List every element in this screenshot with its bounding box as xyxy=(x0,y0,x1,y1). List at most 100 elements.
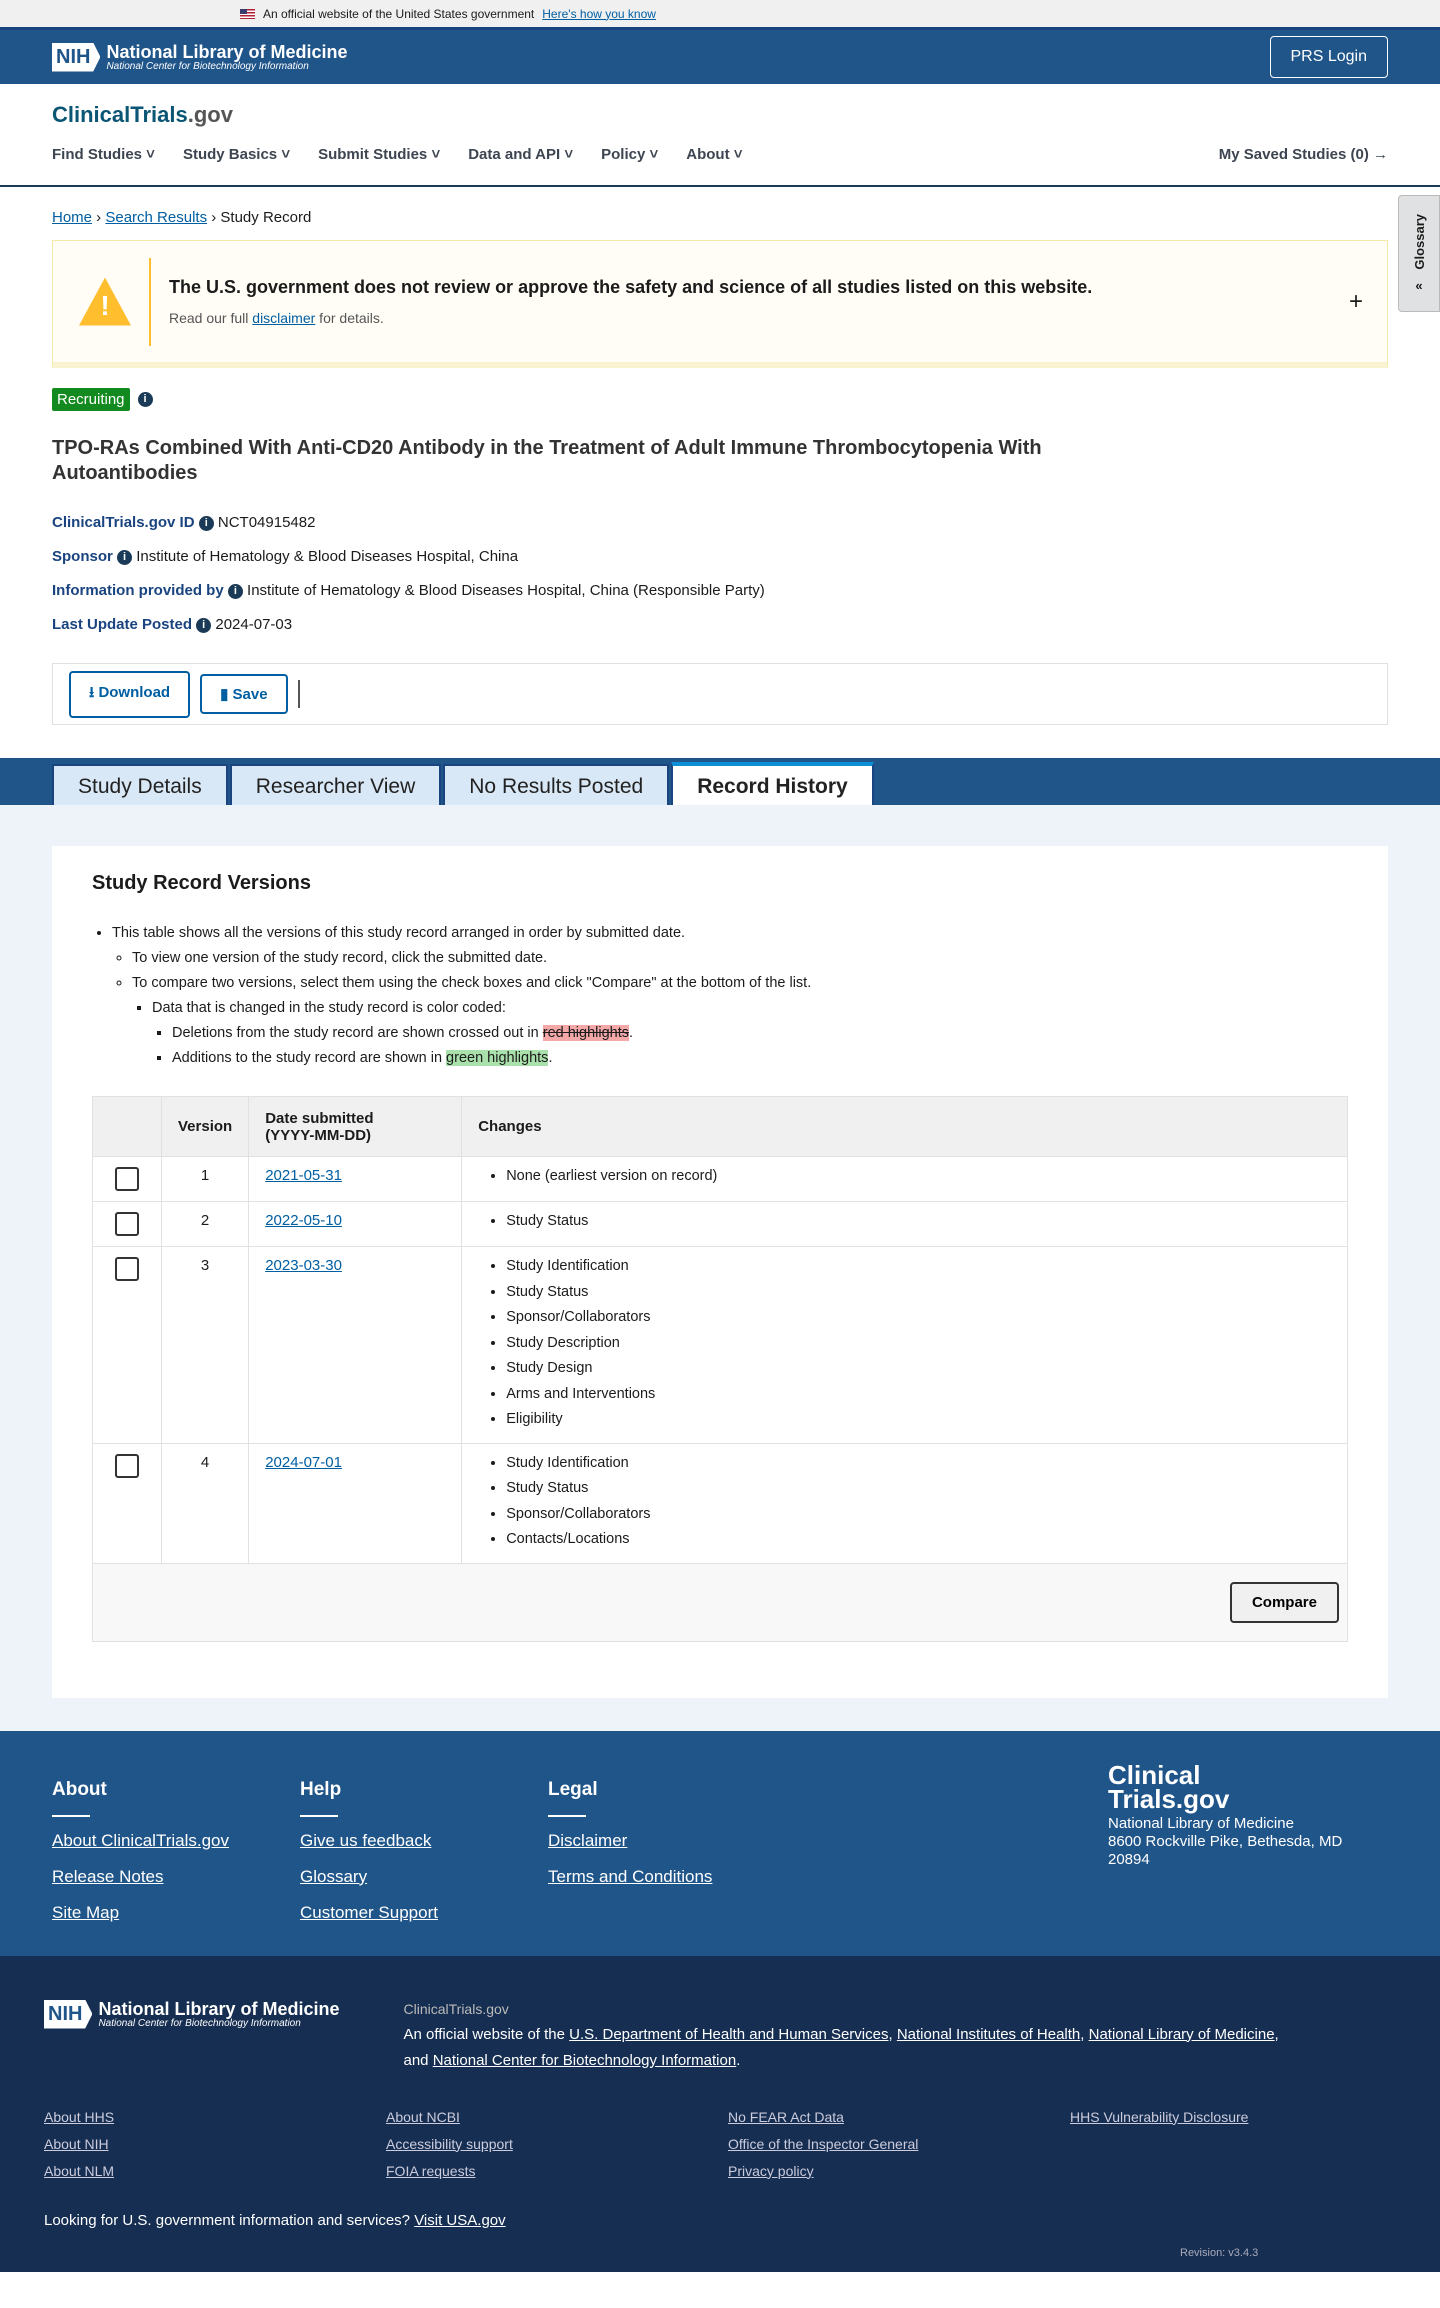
version-date-link[interactable]: 2021-05-31 xyxy=(265,1167,342,1184)
footer-link[interactable]: Site Map xyxy=(52,1902,120,1922)
col-changes: Changes xyxy=(461,1096,1348,1157)
info-icon[interactable]: i xyxy=(198,515,214,531)
disclaimer-link[interactable]: disclaimer xyxy=(252,310,316,326)
change-item: Arms and Interventions xyxy=(506,1382,1331,1408)
footer-link[interactable]: Disclaimer xyxy=(548,1830,628,1850)
glossary-label: Glossary xyxy=(1411,214,1427,270)
download-button[interactable]: ⭳ Download xyxy=(69,670,191,718)
footer-gov-link[interactable]: No FEAR Act Data xyxy=(728,2108,844,2125)
expand-plus-icon[interactable]: + xyxy=(1348,287,1363,315)
version-date-link[interactable]: 2024-07-01 xyxy=(265,1453,342,1471)
save-button[interactable]: ▮ Save xyxy=(200,674,288,714)
tab-record-history[interactable]: Record History xyxy=(671,762,874,805)
version-checkbox[interactable] xyxy=(115,1212,139,1236)
version-date-link[interactable]: 2023-03-30 xyxy=(265,1257,342,1274)
version-checkbox[interactable] xyxy=(115,1167,139,1191)
tab-researcher-view[interactable]: Researcher View xyxy=(229,764,442,805)
footer-gov-link[interactable]: Privacy policy xyxy=(728,2162,814,2179)
version-number: 2 xyxy=(160,1201,250,1247)
gov-banner: An official website of the United States… xyxy=(0,0,1440,27)
footer-link[interactable]: Terms and Conditions xyxy=(548,1866,713,1886)
action-bar: ⭳ Download ▮ Save xyxy=(52,663,1388,725)
info-icon[interactable]: i xyxy=(137,392,153,407)
site-brand[interactable]: ClinicalTrials.gov xyxy=(52,102,1388,128)
nih-link[interactable]: National Institutes of Health xyxy=(896,2025,1081,2043)
change-item: Sponsor/Collaborators xyxy=(506,1305,1331,1331)
change-item: Study Identification xyxy=(506,1254,1331,1280)
nlm-header: NIH National Library of Medicine National… xyxy=(0,27,1440,84)
footer-gov-link[interactable]: Office of the Inspector General xyxy=(728,2135,919,2152)
us-flag-icon xyxy=(240,8,255,19)
brand-b: .gov xyxy=(187,102,233,127)
version-number: 3 xyxy=(160,1246,250,1444)
version-checkbox[interactable] xyxy=(115,1257,139,1281)
table-row: 3 2023-03-30 Study IdentificationStudy Sta… xyxy=(92,1246,1348,1444)
nih-logo-icon: NIH xyxy=(52,42,101,72)
nav-about[interactable]: About ˅ xyxy=(686,146,743,163)
change-item: Study Design xyxy=(506,1356,1331,1382)
change-item: Contacts/Locations xyxy=(506,1527,1331,1553)
footer-link[interactable]: Release Notes xyxy=(52,1866,164,1886)
green-highlight-sample: green highlights xyxy=(446,1050,549,1066)
nlm-logo[interactable]: NIH National Library of Medicine National… xyxy=(52,41,348,72)
nav-data-api[interactable]: Data and API ˅ xyxy=(468,146,574,163)
footer-link[interactable]: Glossary xyxy=(300,1866,368,1886)
hhs-link[interactable]: U.S. Department of Health and Human Serv… xyxy=(569,2025,889,2043)
version-date-link[interactable]: 2022-05-10 xyxy=(265,1212,342,1229)
breadcrumb-search-results[interactable]: Search Results xyxy=(105,209,208,226)
footer-link[interactable]: Customer Support xyxy=(300,1902,438,1922)
download-icon: ⭳ xyxy=(89,683,95,701)
info-icon[interactable]: i xyxy=(196,617,212,633)
prs-login-button[interactable]: PRS Login xyxy=(1269,36,1388,78)
last-update: 2024-07-03 xyxy=(215,616,293,633)
version-number: 4 xyxy=(160,1442,250,1564)
col-version: Version xyxy=(160,1096,250,1157)
nlm-link[interactable]: National Library of Medicine xyxy=(1088,2025,1275,2043)
section-title: Study Record Versions xyxy=(92,872,311,894)
footer-gov-link[interactable]: About NCBI xyxy=(386,2108,460,2125)
nct-id: NCT04915482 xyxy=(217,514,316,531)
info-icon[interactable]: i xyxy=(117,549,133,565)
footer-gov-link[interactable]: About NIH xyxy=(44,2135,109,2152)
ncbi-link[interactable]: National Center for Biotechnology Inform… xyxy=(432,2051,737,2069)
version-number: 1 xyxy=(160,1156,250,1202)
my-saved-studies-link[interactable]: My Saved Studies (0) → xyxy=(1218,146,1388,163)
versions-table: Version Date submitted (YYYY-MM-DD) Chang… xyxy=(92,1096,1348,1642)
footer-gov-link[interactable]: HHS Vulnerability Disclosure xyxy=(1070,2108,1249,2125)
nav-submit-studies[interactable]: Submit Studies ˅ xyxy=(318,146,441,163)
nav-study-basics[interactable]: Study Basics ˅ xyxy=(182,146,291,163)
info-icon[interactable]: i xyxy=(227,583,243,599)
breadcrumb-home[interactable]: Home xyxy=(52,209,93,226)
change-item: Study Status xyxy=(506,1476,1331,1502)
compare-button[interactable]: Compare xyxy=(1229,1581,1339,1623)
table-row: 1 2021-05-31 None (earliest version on rec… xyxy=(92,1156,1348,1202)
version-checkbox[interactable] xyxy=(115,1453,139,1478)
sponsor: Institute of Hematology & Blood Diseases… xyxy=(136,548,519,565)
footer-gov-link[interactable]: About HHS xyxy=(44,2108,115,2125)
footer-gov-link[interactable]: Accessibility support xyxy=(386,2135,513,2152)
glossary-tab[interactable]: Glossary « xyxy=(1398,195,1440,312)
footer-gov-link[interactable]: FOIA requests xyxy=(386,2162,476,2179)
footer-link[interactable]: About ClinicalTrials.gov xyxy=(52,1830,229,1850)
instructions: This table shows all the versions of thi… xyxy=(92,921,1348,1071)
tab-bar: Study Details Researcher View No Results… xyxy=(0,758,1440,805)
footer-gov-link[interactable]: About NLM xyxy=(44,2162,115,2179)
revision: Revision: v3.4.3 xyxy=(1180,2246,1259,2259)
status-badge: Recruiting xyxy=(52,388,130,411)
change-item: Sponsor/Collaborators xyxy=(506,1502,1331,1528)
nav-find-studies[interactable]: Find Studies ˅ xyxy=(52,146,155,163)
logo-title: National Library of Medicine xyxy=(106,41,348,62)
tab-no-results-posted[interactable]: No Results Posted xyxy=(443,764,670,805)
usa-gov-link[interactable]: Visit USA.gov xyxy=(414,2211,506,2229)
table-row: 4 2024-07-01 Study IdentificationStudy Sta… xyxy=(92,1442,1348,1564)
how-you-know-link[interactable]: Here's how you know xyxy=(542,6,656,21)
nav-policy[interactable]: Policy ˅ xyxy=(601,146,659,163)
warning-icon: ! xyxy=(79,277,131,326)
change-item: Study Description xyxy=(506,1331,1331,1357)
change-item: Study Status xyxy=(506,1209,1331,1235)
footer-link[interactable]: Give us feedback xyxy=(300,1830,432,1850)
col-date: Date submitted (YYYY-MM-DD) xyxy=(248,1096,463,1157)
study-title: TPO-RAs Combined With Anti-CD20 Antibody… xyxy=(52,437,1042,484)
footer-nlm-logo[interactable]: NIH National Library of Medicine National… xyxy=(44,1999,340,2029)
tab-study-details[interactable]: Study Details xyxy=(52,764,228,805)
